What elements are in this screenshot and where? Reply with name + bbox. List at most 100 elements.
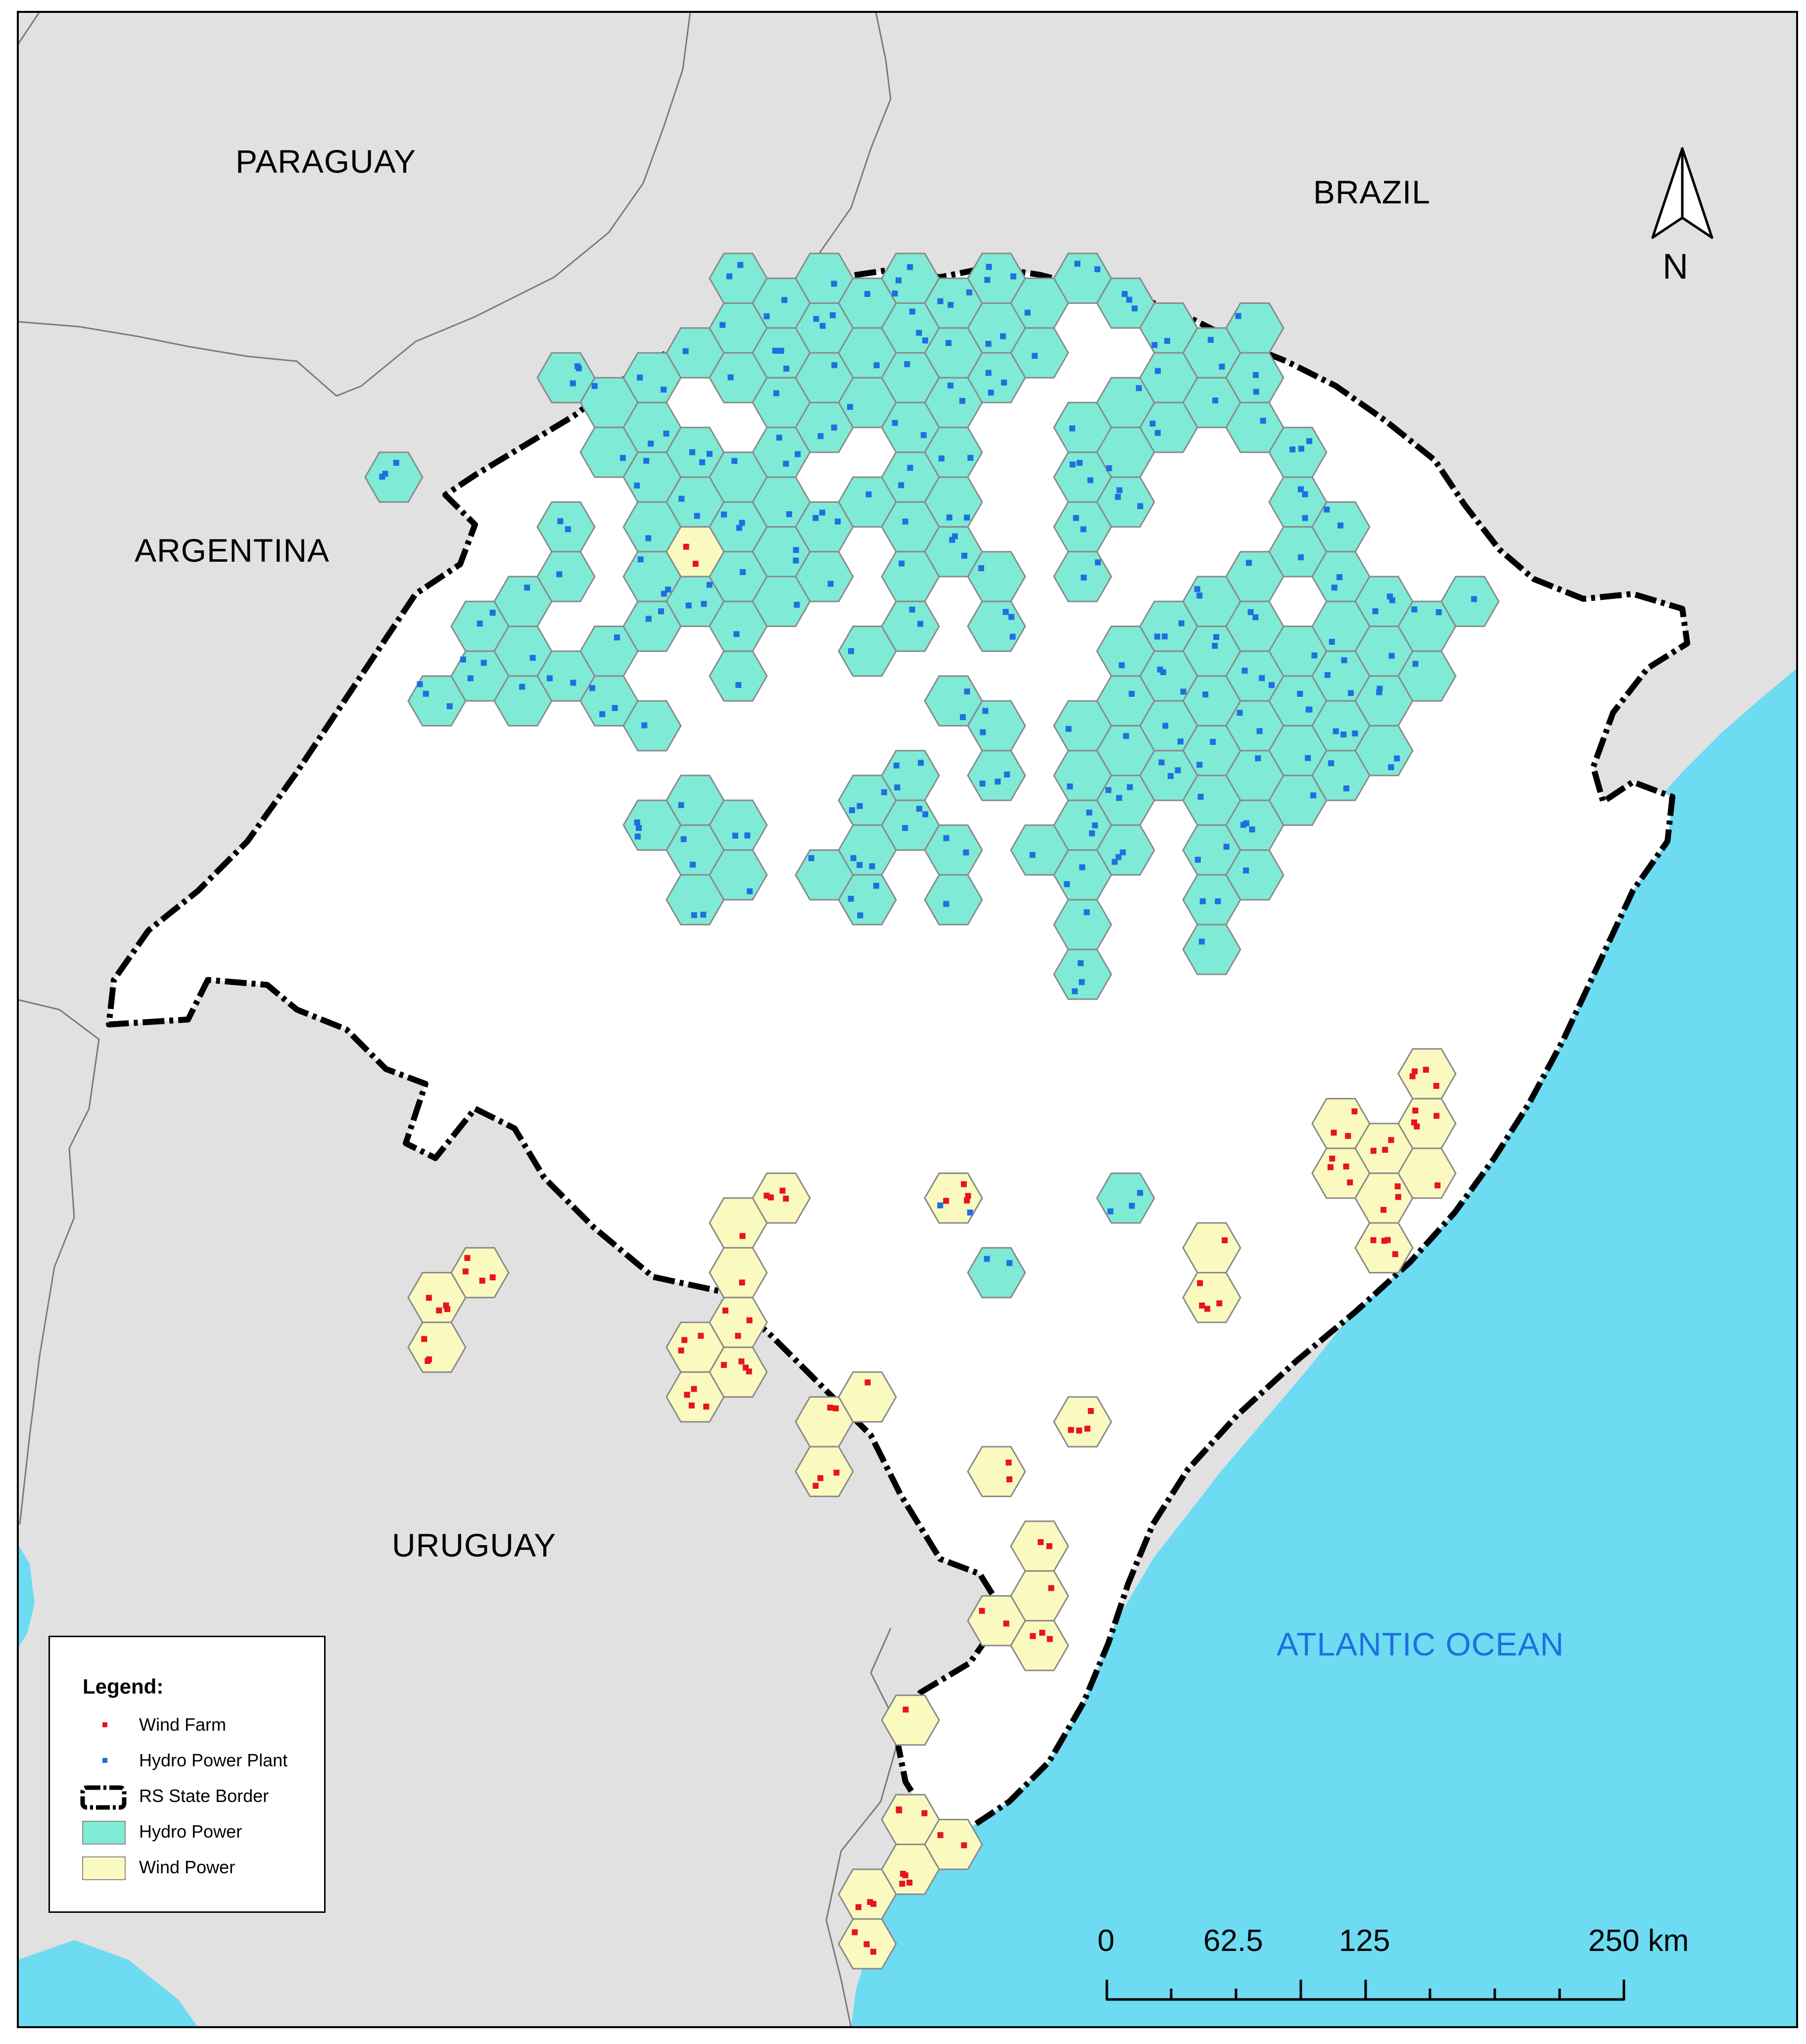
hydro-plant-point <box>892 420 898 426</box>
hydro-plant-point <box>1310 792 1317 799</box>
wind-farm-point <box>903 1706 909 1713</box>
wind-farm-point <box>1030 1633 1036 1639</box>
hydro-plant-point <box>763 313 770 320</box>
hydro-plant-point <box>963 849 969 856</box>
hydro-plant-point <box>920 432 927 438</box>
hydro-plant-point <box>946 340 952 346</box>
hydro-plant-point <box>727 374 734 381</box>
hydro-plant-point <box>864 291 870 297</box>
hydro-plant-point <box>1207 337 1214 343</box>
hydro-plant-point <box>1008 614 1015 620</box>
wind-farm-point <box>688 1402 695 1409</box>
hydro-plant-point <box>690 862 696 868</box>
hydro-plant-point <box>922 337 928 343</box>
hydro-plant-point <box>1105 787 1112 793</box>
hydro-plant-point <box>1073 515 1079 521</box>
wind-farm-point <box>870 1948 876 1955</box>
wind-farm-point <box>1414 1123 1420 1129</box>
wind-farm-point <box>1046 1543 1052 1550</box>
hydro-plant-point <box>1388 764 1394 771</box>
hydro-plant-point <box>819 323 826 329</box>
hydro-power-cell <box>709 650 768 702</box>
hydro-plant-point <box>636 825 642 831</box>
hydro-plant-point <box>1196 762 1203 768</box>
hydro-plant-point <box>1298 445 1304 452</box>
wind-farm-point <box>739 1279 745 1286</box>
hydro-plant-point <box>937 298 944 304</box>
hydro-plant-point <box>899 560 905 567</box>
hydro-plant-point <box>1095 559 1101 566</box>
wind-farm-point <box>1370 1148 1377 1154</box>
legend-item-hydro-power: Hydro Power <box>50 1817 324 1847</box>
hydro-power-cell <box>622 600 682 652</box>
hydro-plant-point <box>1324 506 1330 513</box>
hydro-plant-point <box>1067 783 1073 790</box>
hydro-plant-point <box>831 424 837 431</box>
hydro-plant-point <box>1132 305 1138 312</box>
hydro-plant-point <box>740 569 746 575</box>
hydro-plant-point <box>979 780 986 787</box>
hydro-plant-point <box>985 341 992 347</box>
hydro-plant-point <box>1352 730 1358 736</box>
legend-box: Legend: Wind Farm Hydro Power Plant RS S… <box>48 1636 326 1913</box>
wind-farm-point <box>1382 1147 1388 1153</box>
hydro-power-swatch-icon <box>82 1821 126 1845</box>
wind-farm-point <box>1412 1068 1418 1074</box>
scale-label-0: 0 <box>1097 1924 1115 1958</box>
hydro-plant-point <box>808 855 814 861</box>
hydro-plant-point <box>1255 755 1261 762</box>
wind-farm-point <box>855 1904 862 1910</box>
wind-power-cell <box>709 1346 768 1398</box>
wind-farm-point <box>1068 1427 1074 1433</box>
hydro-plant-point <box>737 262 744 268</box>
hydro-plant-point <box>1340 731 1347 738</box>
hydro-power-cell <box>1053 949 1112 1000</box>
hydro-plant-point <box>1306 438 1313 444</box>
hydro-plant-point <box>909 308 915 315</box>
wind-power-cell <box>1397 1147 1457 1199</box>
hydro-plant-point <box>1076 460 1083 466</box>
hydro-plant-point <box>1107 1208 1114 1215</box>
wind-farm-point <box>870 1900 877 1907</box>
hydro-plant-point <box>1336 574 1343 581</box>
hydro-plant-point <box>959 398 965 404</box>
hydro-plant-point <box>1120 849 1126 856</box>
hydro-plant-point <box>634 819 640 826</box>
hydro-plant-point <box>967 1209 973 1216</box>
wind-farm-point <box>1039 1630 1046 1636</box>
wind-farm-point <box>1388 1137 1394 1143</box>
hydro-plant-point <box>1219 363 1225 370</box>
hydro-plant-point <box>678 495 685 502</box>
hydro-plant-point <box>1151 342 1158 348</box>
hydro-plant-point <box>529 655 536 661</box>
hydro-plant-point <box>645 535 652 541</box>
hydro-plant-point <box>984 277 991 283</box>
wind-farm-point <box>906 1879 913 1886</box>
hydro-power-cell <box>1311 750 1371 801</box>
hydro-plant-point <box>663 431 669 437</box>
hydro-power-cell <box>709 849 768 901</box>
wind-farm-point <box>421 1336 428 1342</box>
hydro-plant-point <box>1194 586 1200 592</box>
hydro-plant-point <box>1210 739 1216 745</box>
wind-farm-point <box>1076 1427 1083 1434</box>
hydro-plant-point <box>735 682 742 688</box>
wind-farm-point <box>698 1333 704 1339</box>
map-neatline <box>17 11 1798 2028</box>
legend-item-wind-power: Wind Power <box>50 1853 324 1883</box>
wind-farm-point <box>1392 1251 1398 1258</box>
hydro-plant-point <box>678 802 684 808</box>
hydro-plant-point <box>1297 486 1304 492</box>
ocean-southwest <box>18 1940 198 2027</box>
hydro-plant-point <box>1121 291 1128 297</box>
hydro-plant-point <box>978 565 984 572</box>
wind-farm-point <box>464 1255 471 1261</box>
wind-farm-point <box>746 1368 752 1375</box>
legend-label: Hydro Power Plant <box>139 1750 288 1770</box>
hydro-plant-point <box>1089 830 1095 836</box>
hydro-plant-point <box>685 602 692 609</box>
wind-farm-point <box>1329 1155 1335 1162</box>
hydro-plant-point <box>898 482 904 488</box>
wind-farm-point <box>1006 1476 1013 1483</box>
